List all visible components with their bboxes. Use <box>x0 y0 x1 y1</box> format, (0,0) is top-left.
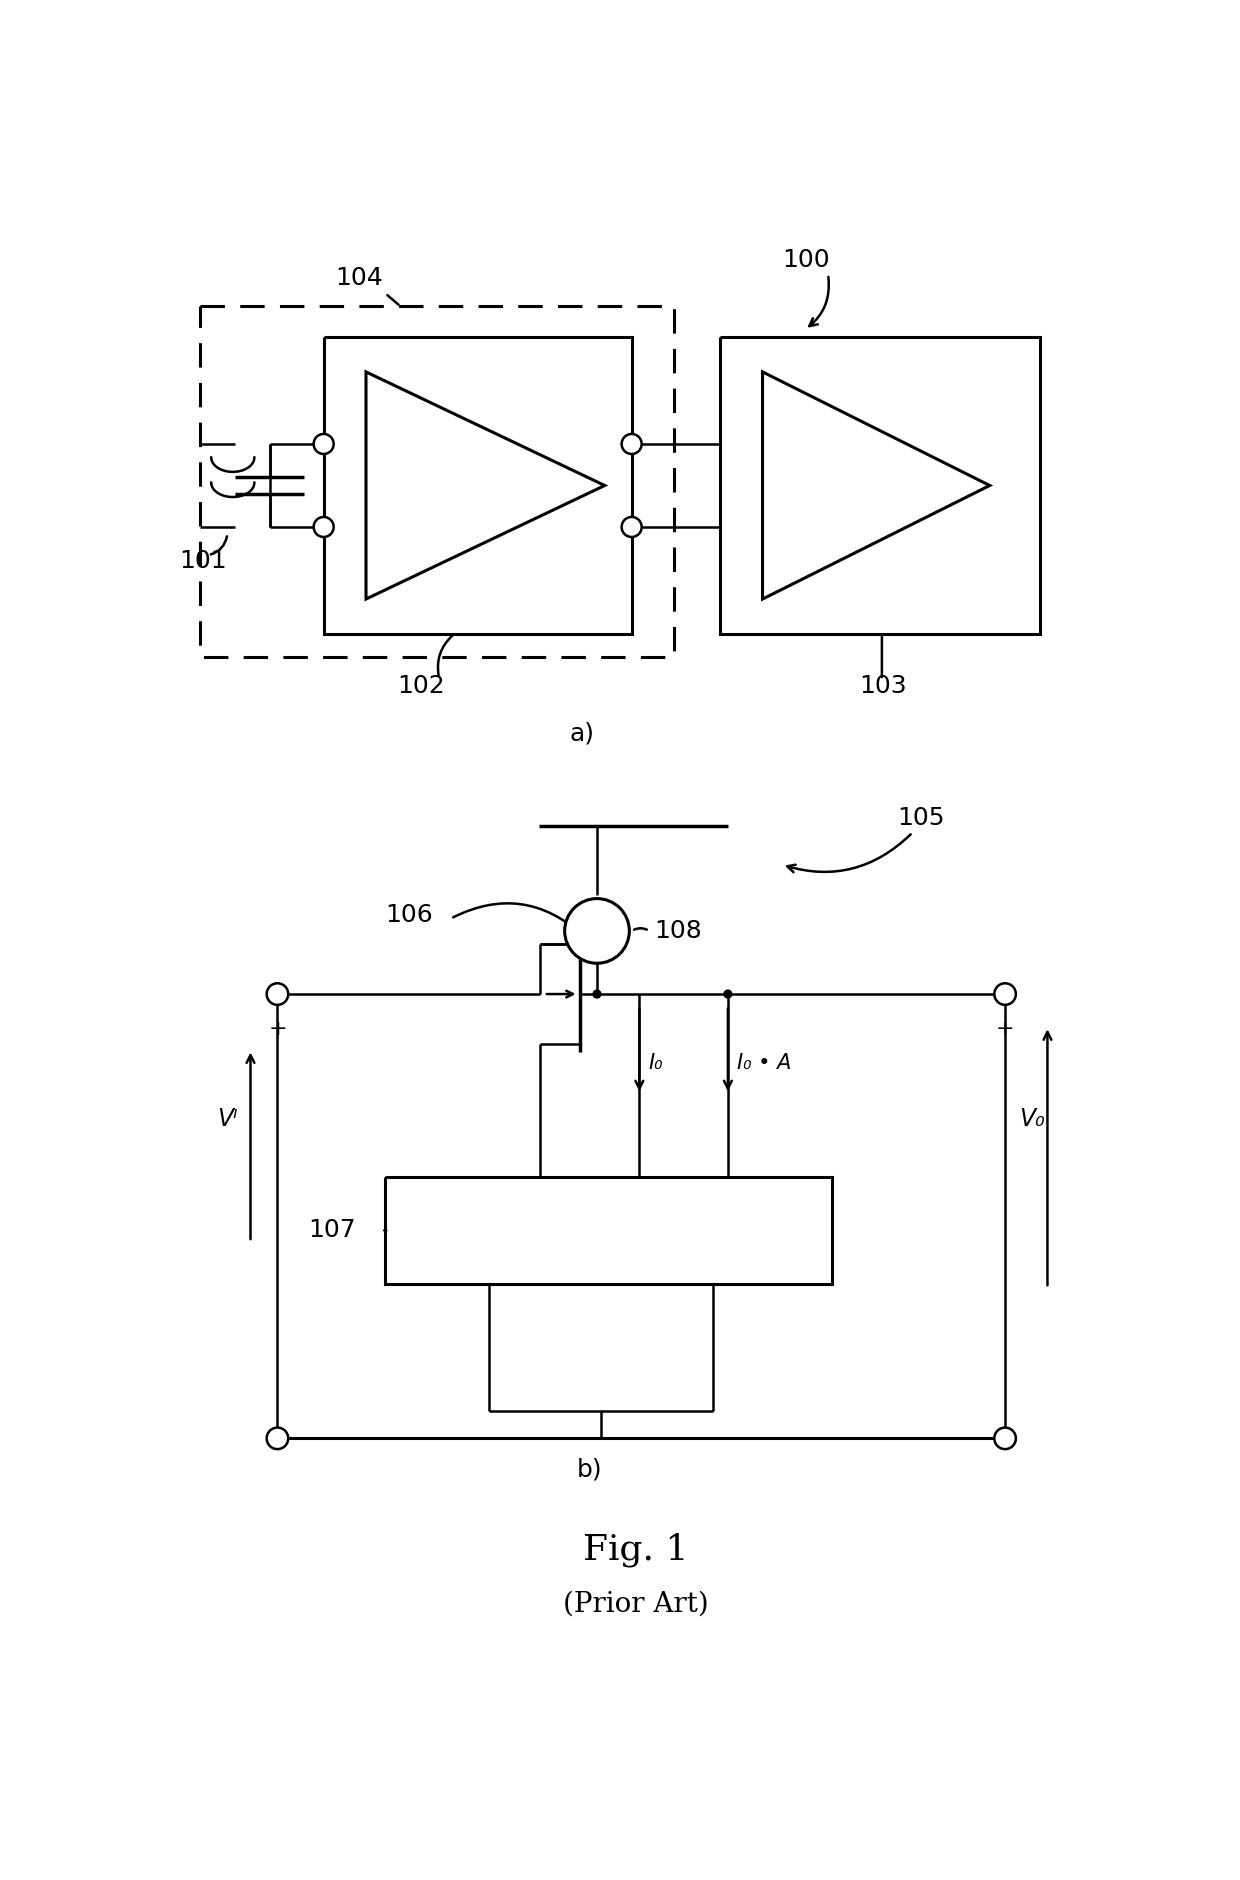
Text: b): b) <box>577 1457 603 1481</box>
Circle shape <box>314 434 334 453</box>
Text: a): a) <box>569 722 594 746</box>
Text: I₀: I₀ <box>649 1053 663 1073</box>
Text: Fig. 1: Fig. 1 <box>583 1532 688 1568</box>
Circle shape <box>593 989 601 998</box>
Text: 104: 104 <box>335 265 383 290</box>
Text: Vᴵ: Vᴵ <box>217 1107 238 1130</box>
Text: −: − <box>584 916 610 946</box>
Text: +: + <box>268 1019 286 1040</box>
Text: V₀: V₀ <box>1019 1107 1045 1130</box>
Circle shape <box>621 517 641 538</box>
Text: 105: 105 <box>898 807 945 831</box>
Text: 107: 107 <box>309 1218 356 1243</box>
Circle shape <box>267 1427 288 1449</box>
Circle shape <box>314 517 334 538</box>
Text: 103: 103 <box>859 675 906 697</box>
Circle shape <box>267 983 288 1004</box>
Text: 101: 101 <box>180 549 227 573</box>
Circle shape <box>621 434 641 453</box>
Text: I₀ • A: I₀ • A <box>737 1053 791 1073</box>
Text: 108: 108 <box>655 919 703 944</box>
Circle shape <box>994 1427 1016 1449</box>
Circle shape <box>564 899 630 963</box>
Text: 100: 100 <box>781 248 830 273</box>
Text: (Prior Art): (Prior Art) <box>563 1590 708 1617</box>
Text: +: + <box>996 1019 1014 1040</box>
Circle shape <box>994 983 1016 1004</box>
Circle shape <box>723 989 733 998</box>
Text: 102: 102 <box>397 675 445 697</box>
Text: 106: 106 <box>386 902 433 927</box>
